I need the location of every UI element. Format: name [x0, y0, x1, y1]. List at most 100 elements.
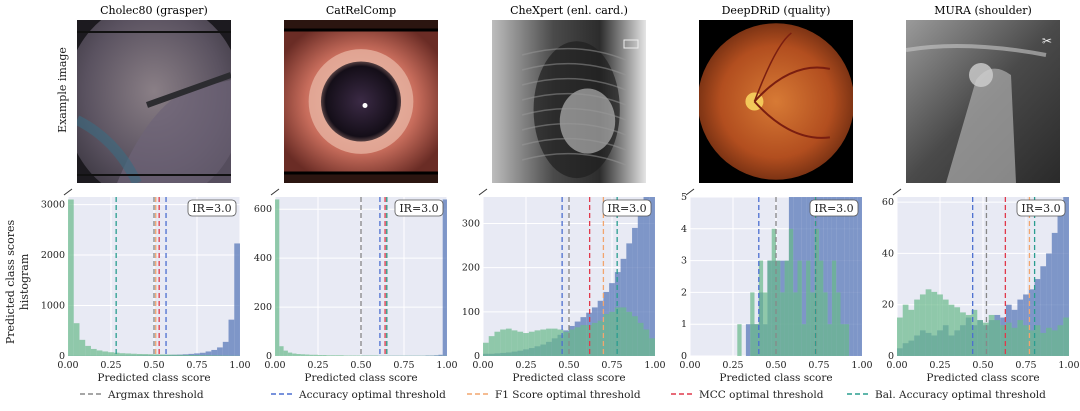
negative-bar: [96, 350, 103, 356]
negative-bar: [335, 355, 340, 356]
panel-title: CheXpert (enl. card.): [510, 4, 628, 17]
negative-bar: [68, 199, 74, 356]
negative-bar: [908, 309, 915, 356]
negative-bar: [113, 352, 120, 356]
positive-bar: [849, 197, 854, 356]
positive-bar: [857, 197, 862, 356]
legend-label-bal_acc: Bal. Accuracy optimal threshold: [875, 389, 1046, 401]
x-tick-label: 0.25: [307, 360, 328, 371]
negative-bar: [1028, 330, 1035, 356]
negative-bar: [643, 329, 650, 356]
negative-bar: [326, 355, 331, 356]
negative-bar: [275, 199, 280, 356]
fundus-image: [699, 20, 853, 183]
x-axis-label: Predicted class score: [304, 372, 417, 384]
axis-break-marker: [685, 188, 695, 196]
negative-bar: [971, 309, 978, 356]
negative-bar: [159, 354, 166, 356]
x-tick-label: 1.00: [436, 360, 457, 371]
negative-bar: [154, 354, 160, 356]
axis-break-marker: [892, 188, 902, 196]
negative-bar: [194, 355, 200, 356]
negative-bar: [844, 324, 850, 356]
positive-bar: [1034, 279, 1041, 356]
row-label-example-image: Example image: [56, 47, 69, 133]
negative-bar: [1005, 322, 1012, 356]
y-tick-label: 100: [462, 307, 480, 318]
negative-bar: [318, 355, 323, 356]
negative-bar: [776, 260, 781, 356]
negative-bar: [79, 339, 86, 356]
panel-3: CheXpert (enl. card.) 0 100 200 300 0.00 0.25 0…: [462, 4, 666, 384]
positive-bar: [793, 197, 798, 356]
negative-bar: [557, 329, 564, 356]
axis-break-marker: [63, 188, 73, 196]
y-tick-label: 0: [59, 351, 65, 362]
negative-bar: [211, 355, 218, 356]
negative-bar: [528, 331, 535, 356]
negative-bar: [942, 299, 949, 356]
x-axis-label: Predicted class score: [512, 372, 625, 384]
negative-bar: [551, 328, 558, 356]
negative-bar: [806, 260, 811, 356]
positive-bar: [222, 341, 229, 356]
axis-break-marker: [270, 188, 280, 196]
negative-bar: [1023, 325, 1029, 356]
negative-bar: [505, 328, 512, 356]
positive-bar: [844, 197, 850, 356]
negative-bar: [919, 294, 926, 356]
panel-2: CatRelComp 0 200 400 600 0.00 0.25 0.50 0.75 1.00…: [254, 4, 458, 384]
negative-bar: [1017, 320, 1024, 356]
negative-bar: [983, 322, 989, 356]
negative-bar: [632, 316, 638, 356]
y-tick-label: 4: [681, 224, 687, 235]
ir-label: IR=3.0: [192, 202, 231, 215]
ir-label: IR=3.0: [399, 202, 438, 215]
positive-bar: [1028, 289, 1035, 356]
x-axis-label: Predicted class score: [719, 372, 832, 384]
x-tick-label: 1.00: [1058, 360, 1079, 371]
y-tick-label: 40: [882, 248, 894, 259]
negative-bar: [165, 354, 172, 356]
panel-title: Cholec80 (grasper): [100, 4, 208, 17]
axis-break-marker: [478, 188, 488, 196]
positive-bar: [1063, 197, 1069, 356]
x-tick-label: 0.00: [57, 360, 78, 371]
positive-bar: [801, 197, 807, 356]
row-label-histogram-line1: Predicted class scores: [4, 220, 17, 345]
negative-bar: [1051, 330, 1058, 356]
negative-bar: [523, 333, 529, 356]
negative-bar: [914, 299, 920, 356]
negative-bar: [814, 228, 819, 356]
x-tick-label: 0.50: [972, 360, 993, 371]
negative-bar: [488, 336, 495, 356]
panel-title: MURA (shoulder): [934, 4, 1032, 17]
positive-bar: [1051, 232, 1058, 356]
positive-bar: [745, 324, 751, 356]
negative-bar: [827, 324, 832, 356]
negative-bar: [771, 228, 776, 356]
legend-label-accuracy: Accuracy optimal threshold: [298, 389, 446, 401]
positive-bar: [637, 210, 644, 356]
y-tick-label: 0: [681, 351, 687, 362]
negative-bar: [591, 322, 598, 356]
negative-bar: [148, 354, 154, 356]
positive-bar: [442, 199, 447, 356]
negative-bar: [119, 353, 126, 356]
positive-bar: [810, 197, 815, 356]
ir-label: IR=3.0: [607, 202, 646, 215]
y-tick-label: 3: [681, 256, 687, 267]
y-tick-label: 3000: [41, 200, 65, 211]
negative-bar: [534, 330, 541, 356]
negative-bar: [176, 354, 183, 356]
x-tick-label: 0.25: [515, 360, 536, 371]
positive-bar: [205, 351, 212, 356]
legend-label-argmax: Argmax threshold: [107, 389, 204, 401]
ir-badge: [187, 199, 237, 217]
negative-bar: [330, 355, 336, 356]
positive-bar: [836, 197, 841, 356]
negative-bar: [977, 320, 983, 356]
x-tick-label: 0.50: [143, 360, 164, 371]
positive-bar: [626, 243, 633, 356]
x-tick-label: 0.25: [100, 360, 121, 371]
